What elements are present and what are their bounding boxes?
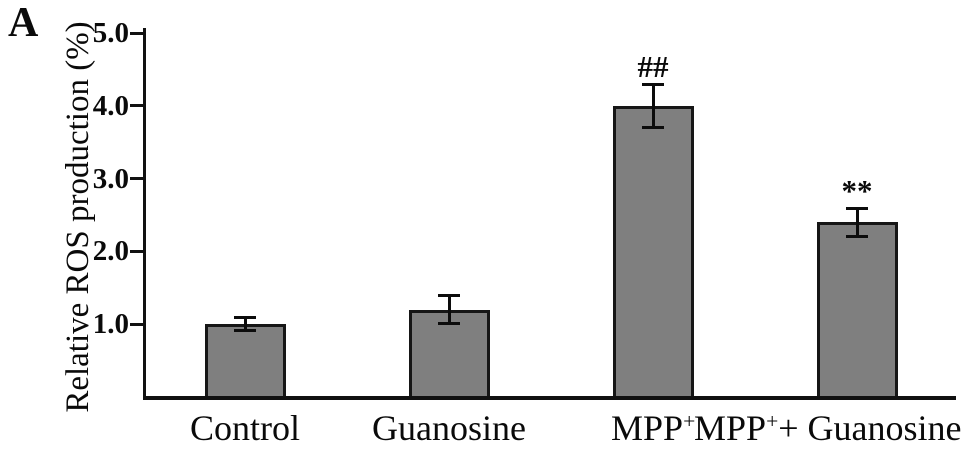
error-bar-top-cap bbox=[846, 206, 868, 210]
error-bar-top-cap bbox=[642, 82, 664, 86]
x-label-base: Guanosine bbox=[372, 408, 526, 448]
y-axis-tick-label: 1.0 bbox=[92, 308, 129, 341]
y-axis-tick-mark bbox=[130, 322, 143, 326]
x-axis-category-label: MPP+ bbox=[611, 406, 695, 455]
y-axis-tick-mark bbox=[130, 104, 143, 108]
error-bar bbox=[855, 207, 859, 237]
x-axis-category-label: Control bbox=[190, 406, 300, 450]
bar bbox=[612, 105, 694, 399]
x-label-rest: + Guanosine bbox=[778, 408, 962, 448]
x-label-base: MPP bbox=[611, 408, 684, 448]
bar bbox=[204, 324, 286, 399]
y-axis-tick-label: 5.0 bbox=[92, 17, 129, 49]
y-axis-tick-mark bbox=[130, 177, 143, 181]
x-label-base: Control bbox=[190, 408, 301, 448]
significance-annotation: ## bbox=[637, 48, 669, 84]
x-axis-category-label: MPP++ Guanosine bbox=[694, 406, 962, 455]
error-bar bbox=[447, 295, 451, 325]
x-axis-category-label: Guanosine bbox=[372, 406, 526, 450]
error-bar-bottom-cap bbox=[642, 125, 664, 129]
y-axis-tick-mark bbox=[130, 249, 143, 253]
y-axis-line bbox=[143, 28, 146, 400]
y-axis-tick-label: 3.0 bbox=[92, 162, 129, 195]
error-bar-top-cap bbox=[234, 315, 256, 319]
x-label-base: MPP bbox=[694, 408, 767, 448]
y-axis-tick-label: 4.0 bbox=[92, 89, 129, 122]
error-bar bbox=[243, 316, 247, 332]
panel-label: A bbox=[8, 0, 39, 46]
error-bar bbox=[651, 83, 655, 128]
y-axis-tick-mark bbox=[130, 31, 143, 35]
y-axis-tick-label: 2.0 bbox=[92, 235, 129, 268]
error-bar-bottom-cap bbox=[234, 329, 256, 333]
x-label-superscript: + bbox=[766, 409, 779, 434]
error-bar-top-cap bbox=[438, 294, 460, 298]
y-axis-title: Relative ROS production (%) bbox=[60, 21, 96, 413]
bar bbox=[816, 222, 898, 399]
error-bar-bottom-cap bbox=[846, 234, 868, 238]
error-bar-bottom-cap bbox=[438, 322, 460, 326]
x-axis-line bbox=[143, 396, 956, 400]
significance-annotation: ** bbox=[841, 172, 873, 208]
x-label-superscript: + bbox=[683, 409, 696, 434]
